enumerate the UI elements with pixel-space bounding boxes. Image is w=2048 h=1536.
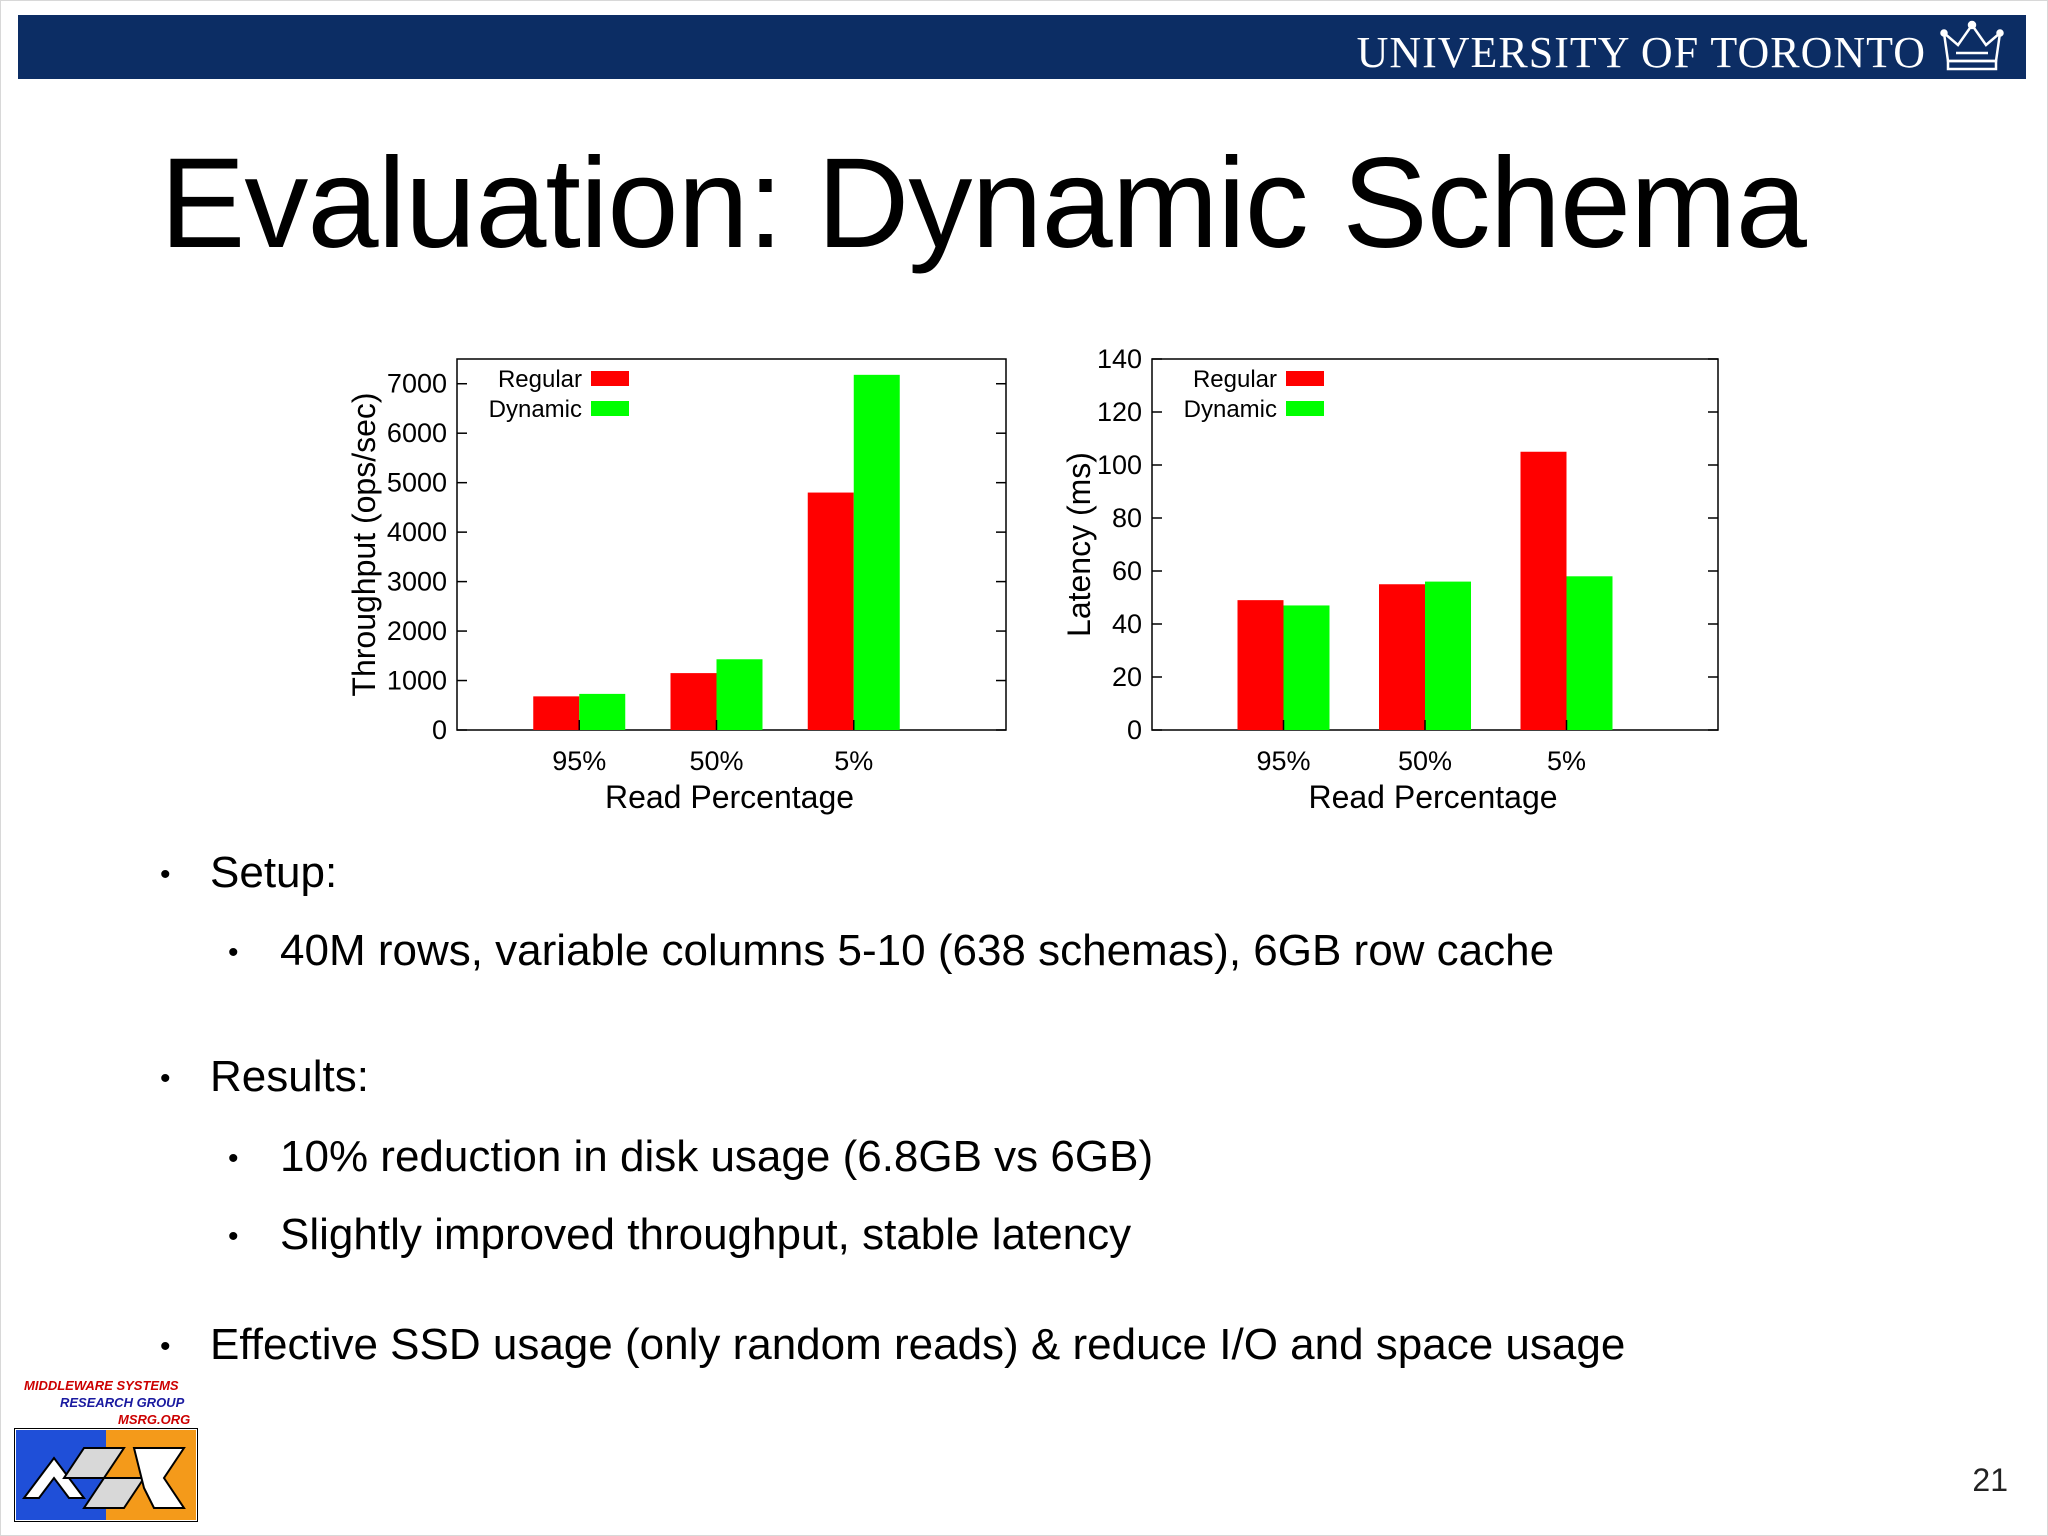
chart-1-ylabel: Latency (ms) bbox=[1061, 452, 1097, 637]
chart-0-ylabel: Throughput (ops/sec) bbox=[346, 392, 382, 696]
bullet-dot: • bbox=[160, 1330, 171, 1363]
chart-1-ytick-label: 100 bbox=[1097, 450, 1142, 480]
chart-1-xtick-label: 95% bbox=[1256, 746, 1310, 776]
bullet-dot: • bbox=[160, 858, 171, 891]
bullet-result-1: 10% reduction in disk usage (6.8GB vs 6G… bbox=[280, 1132, 1154, 1181]
chart-0-legend-swatch bbox=[591, 371, 629, 386]
bullet-conclusion: Effective SSD usage (only random reads) … bbox=[210, 1320, 1626, 1369]
bullet-setup: Setup: bbox=[210, 848, 338, 897]
chart-0-ytick-label: 7000 bbox=[387, 369, 447, 399]
chart-0-legend-swatch bbox=[591, 401, 629, 416]
chart-1-ytick-label: 80 bbox=[1112, 503, 1142, 533]
logo-line-3: MSRG.ORG bbox=[118, 1412, 191, 1427]
chart-1-bar-regular bbox=[1379, 584, 1425, 730]
chart-0-bar-regular bbox=[807, 492, 854, 730]
header-band: UNIVERSITY OF TORONTO bbox=[18, 15, 2026, 79]
bullet-dot: • bbox=[228, 936, 239, 969]
chart-0-xtick-label: 50% bbox=[689, 746, 743, 776]
chart-0-legend-label: Dynamic bbox=[489, 396, 582, 423]
chart-0-ytick-label: 0 bbox=[432, 715, 447, 745]
slide-title: Evaluation: Dynamic Schema bbox=[160, 132, 1807, 275]
chart-0-ytick-label: 3000 bbox=[387, 567, 447, 597]
chart-1-xlabel: Read Percentage bbox=[1308, 779, 1557, 815]
chart-1-xtick-label: 5% bbox=[1547, 746, 1586, 776]
bullet-dot: • bbox=[160, 1062, 171, 1095]
bullet-results: Results: bbox=[210, 1052, 369, 1101]
chart-1-bar-regular bbox=[1237, 600, 1284, 730]
chart-1-xtick-label: 50% bbox=[1398, 746, 1452, 776]
chart-0-ytick-label: 1000 bbox=[387, 666, 447, 696]
chart-1-ytick-label: 60 bbox=[1112, 556, 1142, 586]
chart-1-ytick-label: 20 bbox=[1112, 662, 1142, 692]
chart-0-xlabel: Read Percentage bbox=[605, 779, 854, 815]
chart-1-ytick-label: 120 bbox=[1097, 397, 1142, 427]
chart-1-legend-swatch bbox=[1286, 401, 1324, 416]
chart-1-ytick-label: 0 bbox=[1127, 715, 1142, 745]
logo-line-2: RESEARCH GROUP bbox=[60, 1395, 185, 1410]
chart-0-bar-dynamic bbox=[853, 374, 900, 730]
crown-icon bbox=[1940, 20, 2004, 71]
university-wordmark: UNIVERSITY OF TORONTO bbox=[1356, 28, 1926, 77]
msrg-logo-icon bbox=[14, 1428, 198, 1522]
chart-0-ytick-label: 2000 bbox=[387, 616, 447, 646]
chart-1-ytick-label: 140 bbox=[1097, 344, 1142, 374]
page-number: 21 bbox=[1972, 1462, 2008, 1498]
chart-1-legend-label: Dynamic bbox=[1184, 396, 1277, 423]
bullet-setup-detail: 40M rows, variable columns 5-10 (638 sch… bbox=[280, 926, 1555, 975]
chart-1-legend-label: Regular bbox=[1193, 366, 1277, 393]
chart-0-ytick-label: 6000 bbox=[387, 418, 447, 448]
chart-0-xtick-label: 95% bbox=[552, 746, 606, 776]
logo-line-1: MIDDLEWARE SYSTEMS bbox=[24, 1378, 179, 1393]
chart-1-ytick-label: 40 bbox=[1112, 609, 1142, 639]
chart-1-legend-swatch bbox=[1286, 371, 1324, 386]
bullet-dot: • bbox=[228, 1142, 239, 1175]
chart-0-xtick-label: 5% bbox=[834, 746, 873, 776]
chart-0-bar-dynamic bbox=[579, 693, 626, 730]
chart-0-bar-dynamic bbox=[716, 659, 763, 730]
bullet-dot: • bbox=[228, 1220, 239, 1253]
chart-0-bar-regular bbox=[533, 696, 580, 730]
chart-0-bar-regular bbox=[670, 673, 717, 730]
chart-1-bar-dynamic bbox=[1566, 576, 1613, 730]
chart-0-ytick-label: 5000 bbox=[387, 468, 447, 498]
chart-0-legend-label: Regular bbox=[498, 366, 582, 393]
chart-0-ytick-label: 4000 bbox=[387, 517, 447, 547]
bullet-result-2: Slightly improved throughput, stable lat… bbox=[280, 1210, 1132, 1259]
chart-1-bar-dynamic bbox=[1425, 581, 1471, 730]
chart-1-bar-dynamic bbox=[1283, 605, 1330, 730]
chart-1-bar-regular bbox=[1520, 451, 1567, 730]
